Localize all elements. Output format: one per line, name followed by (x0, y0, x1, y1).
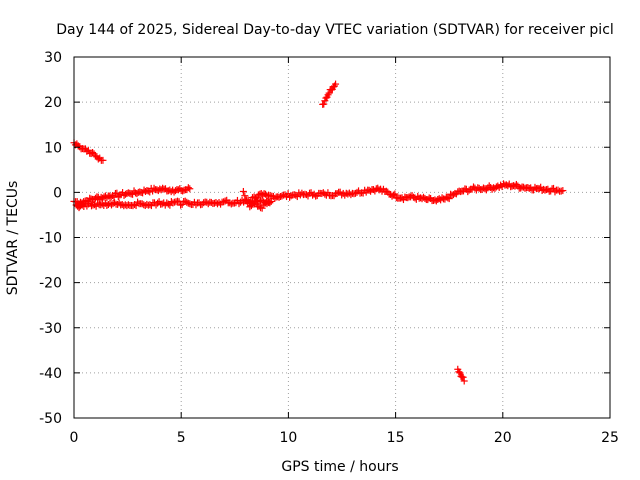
data-point (160, 199, 168, 207)
data-point (298, 189, 306, 197)
data-point (89, 201, 97, 209)
y-tick-label: 20 (44, 95, 62, 111)
data-point (320, 100, 328, 108)
data-point (98, 200, 106, 208)
data-point (94, 155, 102, 163)
y-tick-label: -40 (39, 366, 62, 382)
data-point (258, 204, 266, 212)
data-point (391, 190, 399, 198)
data-point (76, 202, 84, 210)
data-point (459, 373, 467, 381)
y-tick-label: -10 (39, 231, 62, 247)
data-point (344, 190, 352, 198)
grid-lines (74, 57, 610, 418)
data-point (559, 187, 567, 195)
x-tick-labels: 0 5 10 15 20 25 (70, 430, 619, 446)
data-point (223, 196, 231, 204)
data-point (104, 201, 112, 209)
x-tick-label: 5 (177, 430, 186, 446)
data-point (99, 156, 107, 164)
data-point (460, 377, 468, 385)
data-point (347, 191, 355, 199)
y-tick-label: -50 (39, 411, 62, 427)
data-point (239, 187, 247, 195)
data-point (455, 368, 463, 376)
data-point (174, 197, 182, 205)
data-points (70, 80, 567, 385)
y-tick-labels: 30 20 10 0 -10 -20 -30 -40 -50 (39, 50, 62, 427)
data-point (75, 204, 83, 212)
data-point (131, 201, 139, 209)
data-point (324, 91, 332, 99)
data-point (456, 369, 464, 377)
y-tick-label: 30 (44, 50, 62, 66)
data-point (302, 191, 310, 199)
data-point (184, 184, 192, 192)
data-point (177, 201, 185, 209)
data-point (141, 202, 149, 210)
data-point (140, 201, 148, 209)
data-point (187, 201, 195, 209)
data-point (164, 200, 172, 208)
x-tick-label: 15 (387, 430, 405, 446)
chart-title: Day 144 of 2025, Sidereal Day-to-day VTE… (56, 22, 614, 38)
data-point (512, 180, 520, 188)
data-point (256, 197, 264, 205)
data-point (333, 190, 341, 198)
data-point (332, 80, 340, 88)
y-axis-label: SDTVAR / TECUs (5, 181, 21, 296)
data-point (183, 198, 191, 206)
x-tick-label: 10 (279, 430, 297, 446)
data-point (247, 199, 255, 207)
data-point (170, 198, 178, 206)
data-point (204, 200, 212, 208)
x-tick-label: 20 (494, 430, 512, 446)
x-tick-label: 0 (70, 430, 79, 446)
y-tick-label: 10 (44, 140, 62, 156)
y-tick-label: -30 (39, 321, 62, 337)
x-axis-label: GPS time / hours (281, 459, 398, 475)
data-point (227, 200, 235, 208)
y-tick-label: -20 (39, 276, 62, 292)
axis-ticks (73, 56, 611, 419)
data-point (155, 198, 163, 206)
data-point (321, 190, 329, 198)
data-point (318, 190, 326, 198)
data-point (221, 197, 229, 205)
data-point (100, 201, 108, 209)
data-point (120, 202, 128, 210)
data-point (94, 199, 102, 207)
data-point (135, 200, 143, 208)
data-point (444, 194, 452, 202)
x-tick-label: 25 (601, 430, 619, 446)
data-point (293, 193, 301, 201)
data-point (186, 185, 194, 193)
data-point (266, 198, 274, 206)
y-tick-label: 0 (53, 185, 62, 201)
